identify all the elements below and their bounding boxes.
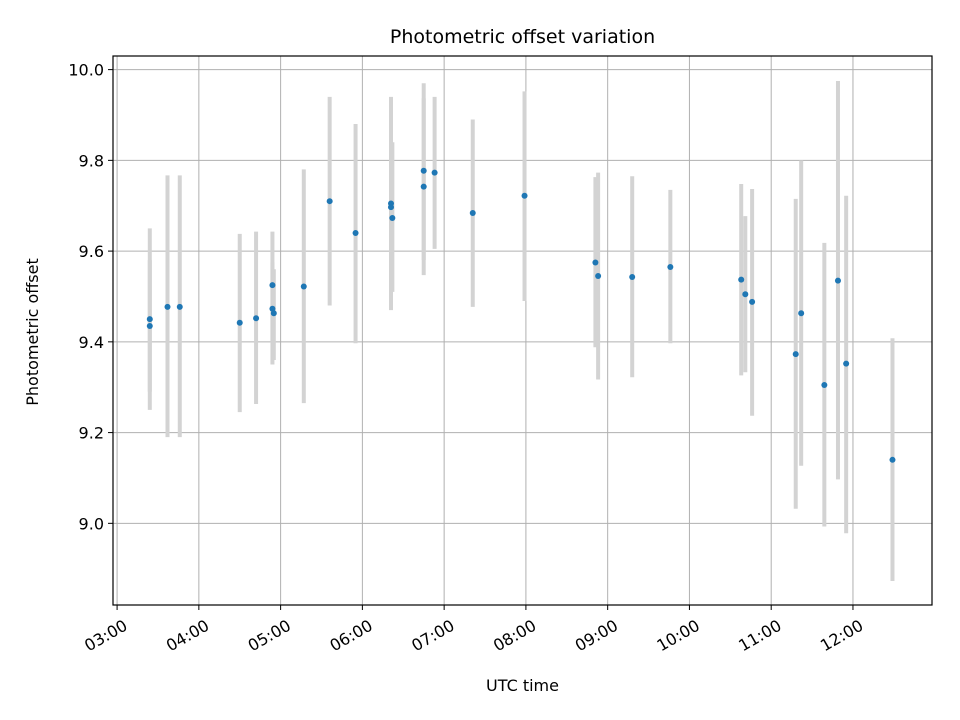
data-point: [792, 351, 799, 358]
x-axis-label: UTC time: [486, 676, 559, 695]
data-point: [834, 277, 841, 284]
data-point: [236, 319, 243, 326]
data-point: [146, 322, 153, 329]
data-point: [592, 259, 599, 266]
data-point: [387, 204, 394, 211]
plot-frame: [112, 55, 933, 606]
data-point: [420, 183, 427, 190]
y-tick-label: 9.6: [79, 242, 104, 261]
data-point: [742, 291, 749, 298]
data-point: [595, 273, 602, 280]
data-point: [269, 282, 276, 289]
data-point: [889, 456, 896, 463]
data-point: [667, 263, 674, 270]
y-tick-label: 10.0: [68, 61, 104, 80]
data-point: [821, 381, 828, 388]
data-point: [253, 315, 260, 322]
y-tick-label: 9.0: [79, 514, 104, 533]
data-point: [749, 298, 756, 305]
data-point: [629, 273, 636, 280]
y-tick-label: 9.4: [79, 333, 104, 352]
data-point: [300, 283, 307, 290]
data-point: [270, 310, 277, 317]
y-axis-ticks: 9.0 9.2 9.4 9.6 9.8 10.0: [68, 61, 113, 533]
data-point: [521, 192, 528, 199]
data-point: [164, 303, 171, 310]
chart-title: Photometric offset variation: [390, 26, 655, 48]
data-point: [420, 167, 427, 174]
y-axis-label: Photometric offset: [23, 258, 42, 406]
data-point: [843, 360, 850, 367]
data-point: [146, 316, 153, 323]
y-tick-label: 9.8: [79, 151, 104, 170]
data-point: [798, 310, 805, 317]
data-points: [146, 167, 896, 463]
data-point: [352, 229, 359, 236]
data-point: [738, 276, 745, 283]
data-point: [469, 209, 476, 216]
data-point: [269, 305, 276, 312]
data-point: [326, 198, 333, 205]
y-tick-label: 9.2: [79, 424, 104, 443]
data-point: [389, 214, 396, 221]
data-point: [431, 169, 438, 176]
data-point: [176, 303, 183, 310]
